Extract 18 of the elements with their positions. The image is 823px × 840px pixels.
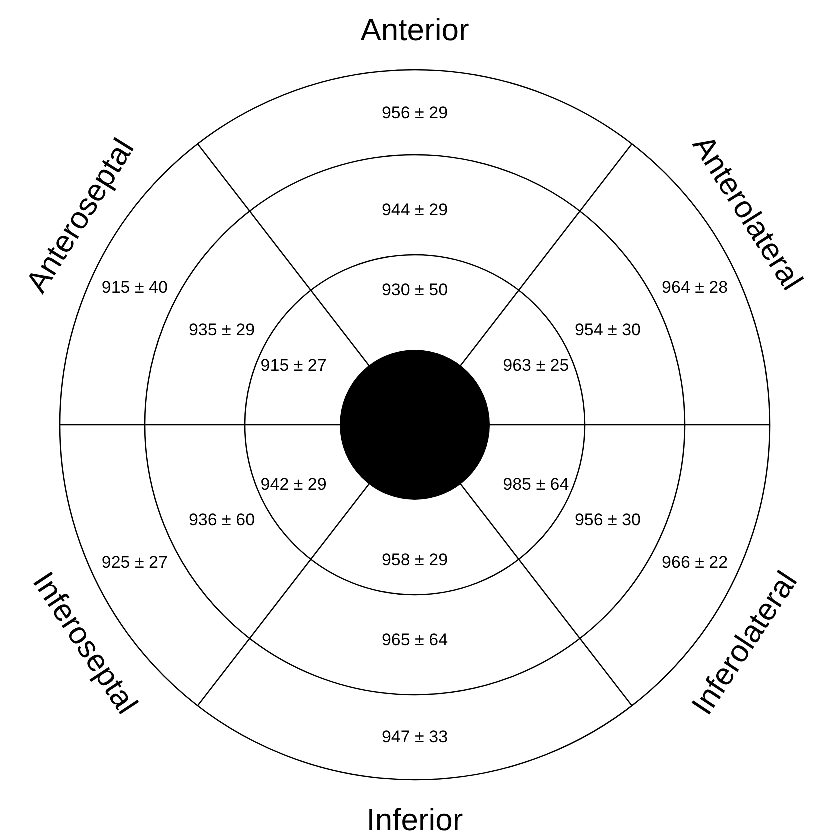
data-label: 956 ± 30 bbox=[574, 510, 642, 530]
data-label: 915 ± 27 bbox=[260, 356, 327, 375]
data-label: 942 ± 29 bbox=[260, 475, 327, 494]
data-label: 944 ± 29 bbox=[382, 200, 448, 220]
data-label: 947 ± 33 bbox=[382, 728, 448, 746]
data-label: 963 ± 25 bbox=[503, 356, 570, 375]
data-label: 966 ± 22 bbox=[662, 553, 728, 572]
data-label: 935 ± 29 bbox=[188, 320, 256, 340]
data-label: 925 ± 27 bbox=[102, 553, 168, 572]
data-label: 958 ± 29 bbox=[382, 550, 448, 570]
data-label: 954 ± 30 bbox=[574, 320, 642, 340]
category-label: Inferior bbox=[366, 802, 464, 838]
data-label: 956 ± 29 bbox=[382, 104, 448, 122]
category-label: Anterior bbox=[360, 12, 470, 48]
data-label: 965 ± 64 bbox=[382, 630, 448, 650]
data-label: 930 ± 50 bbox=[382, 280, 448, 300]
data-label: 936 ± 60 bbox=[188, 510, 256, 530]
data-label: 985 ± 64 bbox=[503, 475, 570, 494]
